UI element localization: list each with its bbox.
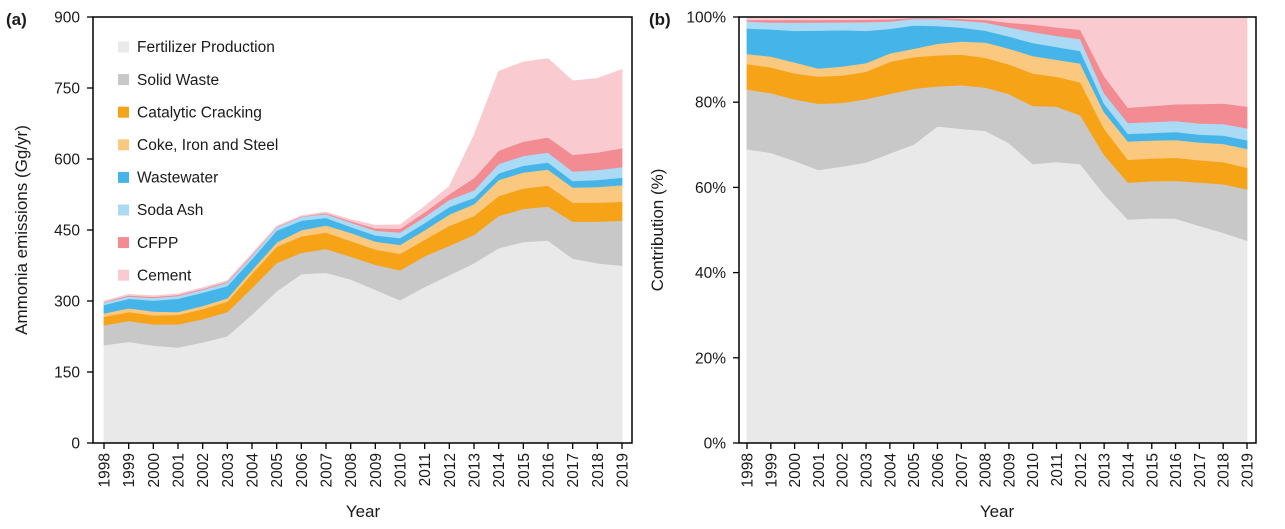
legend-label-wastewater: Wastewater (137, 170, 218, 187)
x-tick-label-a: 2009 (368, 453, 385, 487)
y-tick-label-a: 900 (54, 10, 80, 27)
area-cement-a (103, 58, 623, 303)
x-tick-label-a: 2015 (516, 453, 533, 487)
x-tick-label-a: 1999 (121, 453, 138, 487)
legend: Fertilizer Production Solid Waste Catalyti… (118, 39, 278, 284)
x-tick-label-b: 2019 (1240, 453, 1257, 487)
x-tick-label-b: 2009 (1001, 453, 1018, 487)
x-tick-label-b: 2014 (1120, 453, 1137, 488)
x-tick-label-b: 2004 (882, 453, 899, 488)
panel-b-plot: 0% 20% 40% 60% 80% 100% 1998 1999 2000 2001 2002 20… (686, 10, 1257, 488)
legend-label-fertilizer-production: Fertilizer Production (137, 39, 275, 56)
x-tick-label-b: 1998 (740, 453, 757, 487)
x-tick-label-a: 2011 (417, 453, 434, 486)
x-tick-label-b: 2013 (1097, 453, 1114, 487)
panel-b-label: (b) (649, 10, 671, 29)
x-tick-label-a: 2013 (467, 453, 484, 487)
x-tick-label-a: 2004 (245, 453, 262, 488)
x-tick-label-b: 2008 (978, 453, 995, 487)
x-tick-label-b: 2012 (1073, 453, 1090, 487)
x-tick-label-a: 2016 (541, 453, 558, 487)
x-tick-label-b: 2015 (1144, 453, 1161, 487)
y-tick-label-b: 40% (695, 265, 726, 282)
y-tick-label-b: 60% (695, 180, 726, 197)
panel-a-plot: 0 150 300 450 600 750 900 1998 1999 2000 2001 2002 2… (54, 10, 633, 488)
x-tick-label-a: 2014 (491, 453, 508, 488)
y-tick-label-b: 0% (704, 436, 727, 453)
x-tick-label-a: 2005 (269, 453, 286, 487)
legend-swatch-cfpp (118, 237, 129, 249)
y-tick-label-a: 450 (54, 223, 80, 240)
x-tick-label-b: 2000 (787, 453, 804, 488)
x-tick-label-a: 2019 (615, 453, 632, 487)
x-tick-label-b: 2006 (930, 453, 947, 487)
x-tick-label-a: 2001 (171, 453, 188, 487)
legend-swatch-solid-waste (118, 74, 129, 86)
x-tick-label-b: 2002 (835, 453, 852, 487)
x-tick-label-b: 2005 (906, 453, 923, 487)
x-tick-label-a: 2007 (319, 453, 336, 487)
legend-swatch-cement (118, 269, 129, 281)
x-tick-label-b: 2016 (1168, 453, 1185, 487)
x-tick-label-a: 2003 (220, 453, 237, 487)
x-tick-label-a: 2017 (565, 453, 582, 487)
legend-label-coke-iron-and-steel: Coke, Iron and Steel (137, 137, 278, 154)
x-tick-label-a: 2002 (195, 453, 212, 487)
panel-b-x-axis-title: Year (980, 502, 1015, 521)
legend-swatch-coke-iron-and-steel (118, 139, 129, 151)
legend-swatch-fertilizer-production (118, 41, 129, 53)
x-tick-label-a: 2000 (146, 453, 163, 488)
y-tick-label-a: 750 (54, 81, 80, 98)
y-tick-label-a: 150 (54, 365, 80, 382)
y-tick-label-b: 100% (686, 10, 726, 27)
legend-label-cement: Cement (137, 267, 192, 284)
legend-label-solid-waste: Solid Waste (137, 72, 219, 89)
legend-label-catalytic-cracking: Catalytic Cracking (137, 104, 262, 121)
y-tick-label-a: 300 (54, 294, 80, 311)
x-tick-label-b: 2011 (1049, 453, 1066, 486)
y-tick-label-a: 0 (71, 436, 80, 453)
x-tick-label-b: 2018 (1216, 453, 1233, 487)
y-tick-label-a: 600 (54, 152, 80, 169)
y-tick-label-b: 20% (695, 350, 726, 367)
legend-label-cfpp: CFPP (137, 235, 178, 252)
x-tick-label-b: 2003 (859, 453, 876, 487)
x-tick-label-a: 1998 (97, 453, 114, 487)
x-tick-label-a: 2010 (393, 453, 410, 488)
legend-label-soda-ash: Soda Ash (137, 202, 203, 219)
legend-swatch-catalytic-cracking (118, 106, 129, 118)
panel-a-y-axis-title: Ammonia emissions (Gg/yr) (12, 125, 31, 335)
x-tick-label-b: 2007 (954, 453, 971, 487)
y-tick-label-b: 80% (695, 95, 726, 112)
panel-a-label: (a) (6, 10, 27, 29)
x-tick-label-b: 2001 (811, 453, 828, 487)
x-tick-label-b: 2017 (1192, 453, 1209, 487)
plot-border-b (738, 16, 1257, 444)
panel-a-x-axis-title: Year (346, 502, 381, 521)
legend-swatch-soda-ash (118, 204, 129, 216)
x-tick-label-a: 2012 (442, 453, 459, 487)
x-tick-label-b: 2010 (1025, 453, 1042, 488)
legend-swatch-wastewater (118, 171, 129, 183)
x-tick-label-a: 2018 (590, 453, 607, 487)
x-tick-label-a: 2008 (343, 453, 360, 487)
panel-b-y-axis-title: Contribution (%) (648, 169, 667, 292)
x-tick-label-b: 1999 (763, 453, 780, 487)
x-tick-label-a: 2006 (294, 453, 311, 487)
